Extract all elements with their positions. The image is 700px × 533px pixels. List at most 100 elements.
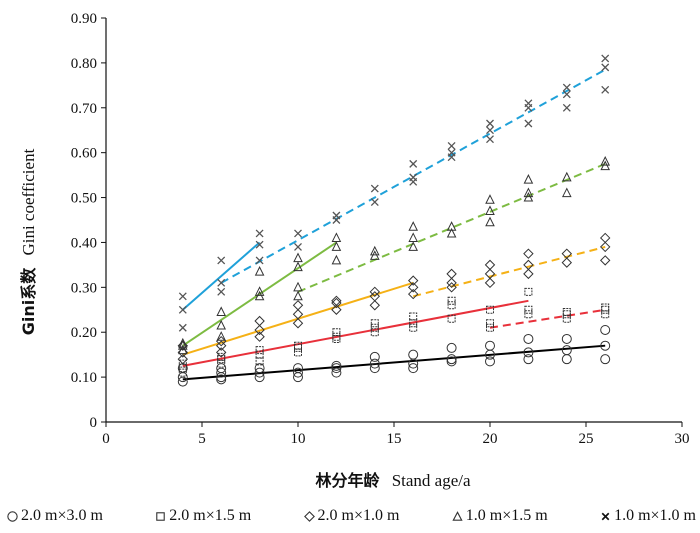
- data-point: [486, 305, 494, 314]
- data-point: [524, 99, 533, 108]
- x-tick-label: 15: [387, 431, 402, 447]
- data-point: [254, 331, 265, 342]
- data-point: [331, 367, 342, 378]
- data-point: [600, 354, 611, 365]
- data-point: [524, 305, 533, 314]
- data-point: [408, 363, 419, 374]
- data-point: [561, 257, 573, 268]
- data-point: [524, 310, 533, 319]
- data-point: [407, 275, 419, 286]
- legend-marker-circle-icon: [7, 510, 18, 522]
- legend-label: 1.0 m×1.5 m: [465, 507, 548, 524]
- data-point: [254, 315, 265, 327]
- x-axis-title: 林分年龄 Stand age/a: [315, 471, 471, 490]
- data-point: [293, 290, 303, 301]
- data-point: [369, 291, 381, 302]
- data-points: [177, 54, 611, 387]
- x-tick-label: 5: [198, 431, 206, 447]
- data-point: [601, 85, 610, 94]
- data-point: [177, 337, 188, 348]
- data-point: [293, 281, 303, 292]
- data-point: [562, 83, 571, 92]
- data-point: [561, 187, 572, 198]
- data-point: [446, 227, 457, 238]
- legend-item: 2.0 m×1.0 m: [303, 507, 399, 525]
- data-point: [217, 256, 226, 265]
- data-point: [407, 282, 419, 293]
- data-point: [447, 314, 456, 323]
- data-point: [486, 319, 494, 328]
- data-point: [292, 309, 304, 320]
- data-point: [523, 347, 534, 358]
- legend-item: 2.0 m×3.0 m: [6, 507, 103, 525]
- data-point: [217, 287, 226, 296]
- data-point: [255, 346, 264, 355]
- y-axis-title: Gini系数 Gini coefficient: [19, 148, 38, 335]
- data-point: [408, 221, 419, 231]
- data-point: [523, 187, 534, 198]
- data-point: [255, 229, 264, 238]
- axes: [101, 17, 683, 427]
- legend-label: 1.0 m×1.0 m: [614, 507, 696, 524]
- data-point: [255, 240, 264, 249]
- data-point: [217, 278, 226, 287]
- legend-marker-square-icon: [156, 511, 166, 521]
- y-tick-label: 0: [90, 415, 98, 431]
- data-point: [562, 314, 571, 323]
- data-point: [370, 319, 379, 328]
- data-point: [254, 363, 265, 374]
- data-point: [599, 241, 611, 253]
- data-point: [332, 332, 341, 341]
- data-point: [369, 363, 380, 374]
- data-point: [486, 119, 494, 128]
- data-point: [331, 360, 342, 371]
- data-point: [369, 358, 380, 369]
- data-point: [178, 323, 187, 332]
- data-point: [178, 292, 187, 301]
- data-point: [409, 312, 418, 321]
- data-point: [409, 323, 418, 332]
- data-point: [600, 340, 611, 351]
- data-point: [178, 359, 187, 368]
- data-point: [446, 277, 457, 289]
- data-point: [332, 328, 341, 337]
- data-point: [215, 340, 227, 351]
- y-tick-labels: 0 0.10 0.20 0.30 0.40 0.50 0.60 0.70 0.80 0.90: [71, 11, 97, 431]
- data-point: [601, 310, 610, 319]
- data-point: [562, 103, 571, 112]
- data-point: [178, 364, 187, 373]
- data-point: [561, 171, 572, 182]
- data-point: [524, 119, 533, 128]
- legend-marker-cross-icon: [601, 512, 610, 520]
- data-point: [484, 268, 496, 280]
- data-point: [409, 173, 418, 182]
- data-point: [177, 376, 188, 387]
- fit-lines: [182, 68, 606, 381]
- data-point: [446, 282, 457, 293]
- data-point: [178, 368, 187, 377]
- y-tick-label: 0.90: [71, 11, 97, 27]
- data-point: [254, 266, 265, 276]
- data-point: [216, 331, 227, 341]
- data-point: [446, 356, 457, 367]
- data-point: [216, 374, 227, 385]
- y-tick-label: 0.20: [71, 325, 97, 341]
- legend-marker-diamond-icon: [303, 510, 315, 522]
- data-point: [599, 232, 611, 244]
- fit-line-solid: [182, 241, 337, 347]
- x-tick-label: 0: [102, 431, 110, 447]
- data-point: [486, 323, 494, 332]
- data-point: [600, 324, 611, 335]
- fit-line-dashed: [297, 162, 606, 293]
- y-tick-label: 0.80: [71, 56, 97, 72]
- data-point: [293, 252, 303, 263]
- data-point: [562, 90, 571, 99]
- y-axis-title-en: Gini coefficient: [19, 148, 38, 255]
- x-tick-label: 10: [291, 431, 306, 447]
- data-point: [331, 363, 342, 374]
- data-point: [216, 363, 227, 374]
- data-point: [177, 340, 188, 350]
- data-point: [370, 184, 379, 193]
- fit-line-solid: [182, 344, 606, 381]
- legend-item: 2.0 m×1.5 m: [154, 507, 251, 525]
